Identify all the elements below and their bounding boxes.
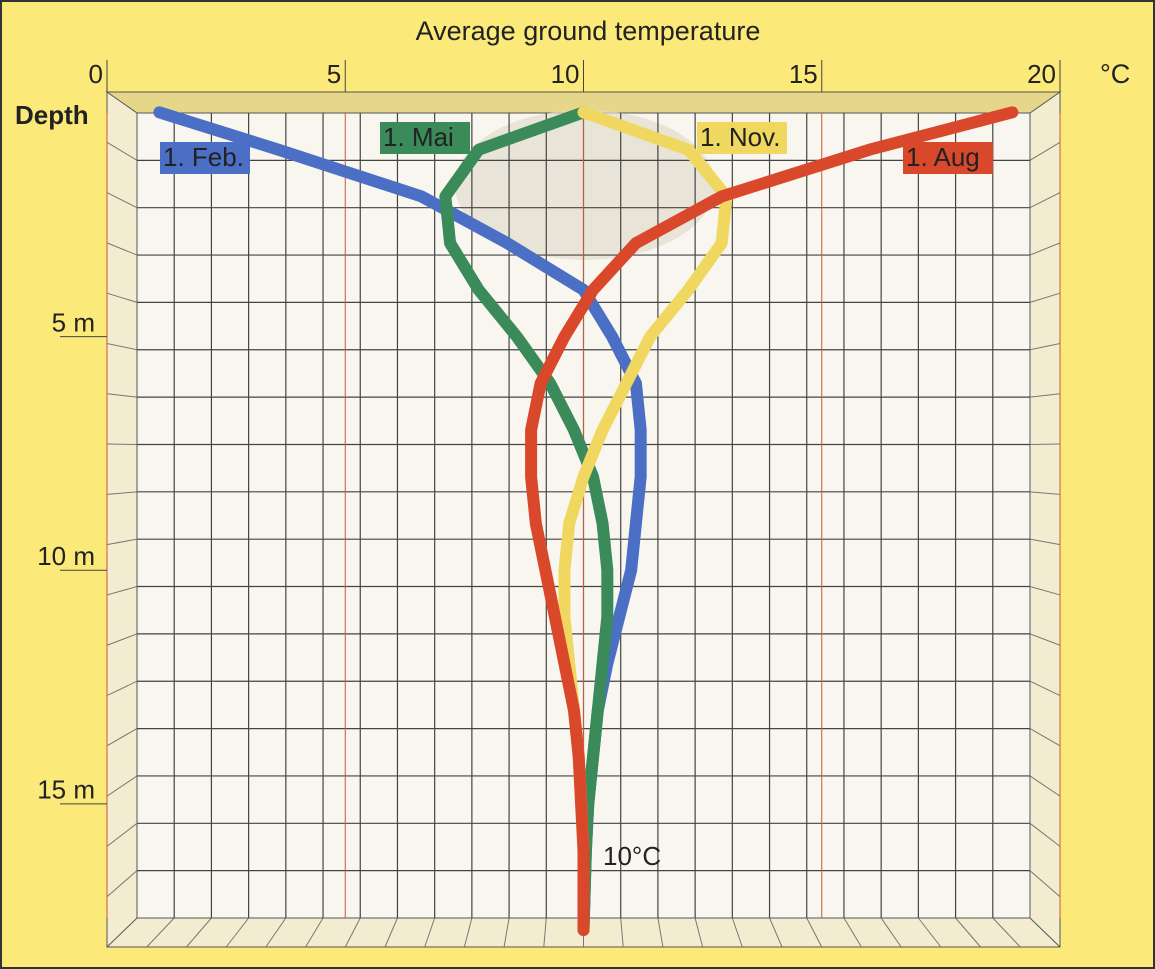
perspective-line [1029,393,1061,398]
perspective-line [305,917,324,948]
perspective-line [106,728,138,747]
perspective-line [1029,870,1061,898]
x-tick-label: 0 [89,59,103,89]
perspective-line [384,917,398,948]
perspective-line [1029,538,1061,546]
x-tick-label: 10 [551,59,580,89]
perspective-line [543,917,547,948]
legend-label: 1. Mai [383,122,454,152]
perspective-line [106,633,138,646]
annotation: 10°C [603,841,661,871]
series-line [439,106,614,936]
perspective-line [106,242,138,256]
perspective-line [106,141,138,161]
perspective-line [106,292,138,303]
y-tick-label: 10 m [37,541,95,571]
edge [1029,917,1061,948]
perspective-line [1029,141,1061,161]
x-unit: °C [1100,59,1130,89]
perspective-line [106,775,138,797]
legend-label: 1. Feb. [163,142,244,172]
perspective-line [1029,728,1061,747]
perspective-line [344,917,361,948]
perspective-line [806,917,823,948]
perspective-line [1029,633,1061,646]
perspective-line [106,393,138,398]
series-line [525,106,1019,936]
perspective-line [146,917,175,948]
perspective-line [106,491,138,495]
perspective-line [106,342,138,351]
legend-swatch [903,142,993,174]
perspective-line [657,917,664,948]
perspective-line [225,917,250,948]
perspective-line [106,680,138,696]
perspective-line [694,917,704,948]
perspective-line [106,586,138,596]
perspective-line [106,538,138,546]
perspective-line [503,917,510,948]
perspective-line [106,870,138,898]
x-tick-label: 20 [1027,59,1056,89]
legend-swatch [160,142,250,174]
perspective-line [843,917,862,948]
legend-swatch [380,122,470,154]
perspective-line [424,917,436,948]
perspective-line [1029,192,1061,209]
y-tick-label: 15 m [37,775,95,805]
perspective-line [955,917,981,948]
legend-swatch [697,122,787,154]
y-axis-label: Depth [15,100,89,130]
perspective-line [1029,292,1061,303]
edge [106,917,138,948]
perspective-line [1029,680,1061,696]
top-face [105,91,1062,114]
legend-label: 1. Nov. [700,122,780,152]
chart-title: Average ground temperature [416,16,761,46]
perspective-line [1029,822,1061,847]
perspective-line [769,917,783,948]
perspective-line [106,822,138,847]
shade [455,110,715,260]
x-tick-label: 5 [327,59,341,89]
perspective-line [731,917,743,948]
perspective-line [463,917,473,948]
legend-label: 1. Aug [906,142,980,172]
perspective-line [917,917,942,948]
perspective-line [1029,491,1061,495]
x-tick-label: 15 [789,59,818,89]
perspective-line [880,917,902,948]
perspective-line [1029,342,1061,351]
perspective-line [265,917,287,948]
perspective-line [1029,242,1061,256]
perspective-line [1029,586,1061,596]
perspective-line [1029,775,1061,797]
perspective-line [106,192,138,209]
perspective-line [992,917,1021,948]
y-tick-label: 5 m [52,307,95,337]
perspective-line [186,917,212,948]
perspective-line [620,917,624,948]
